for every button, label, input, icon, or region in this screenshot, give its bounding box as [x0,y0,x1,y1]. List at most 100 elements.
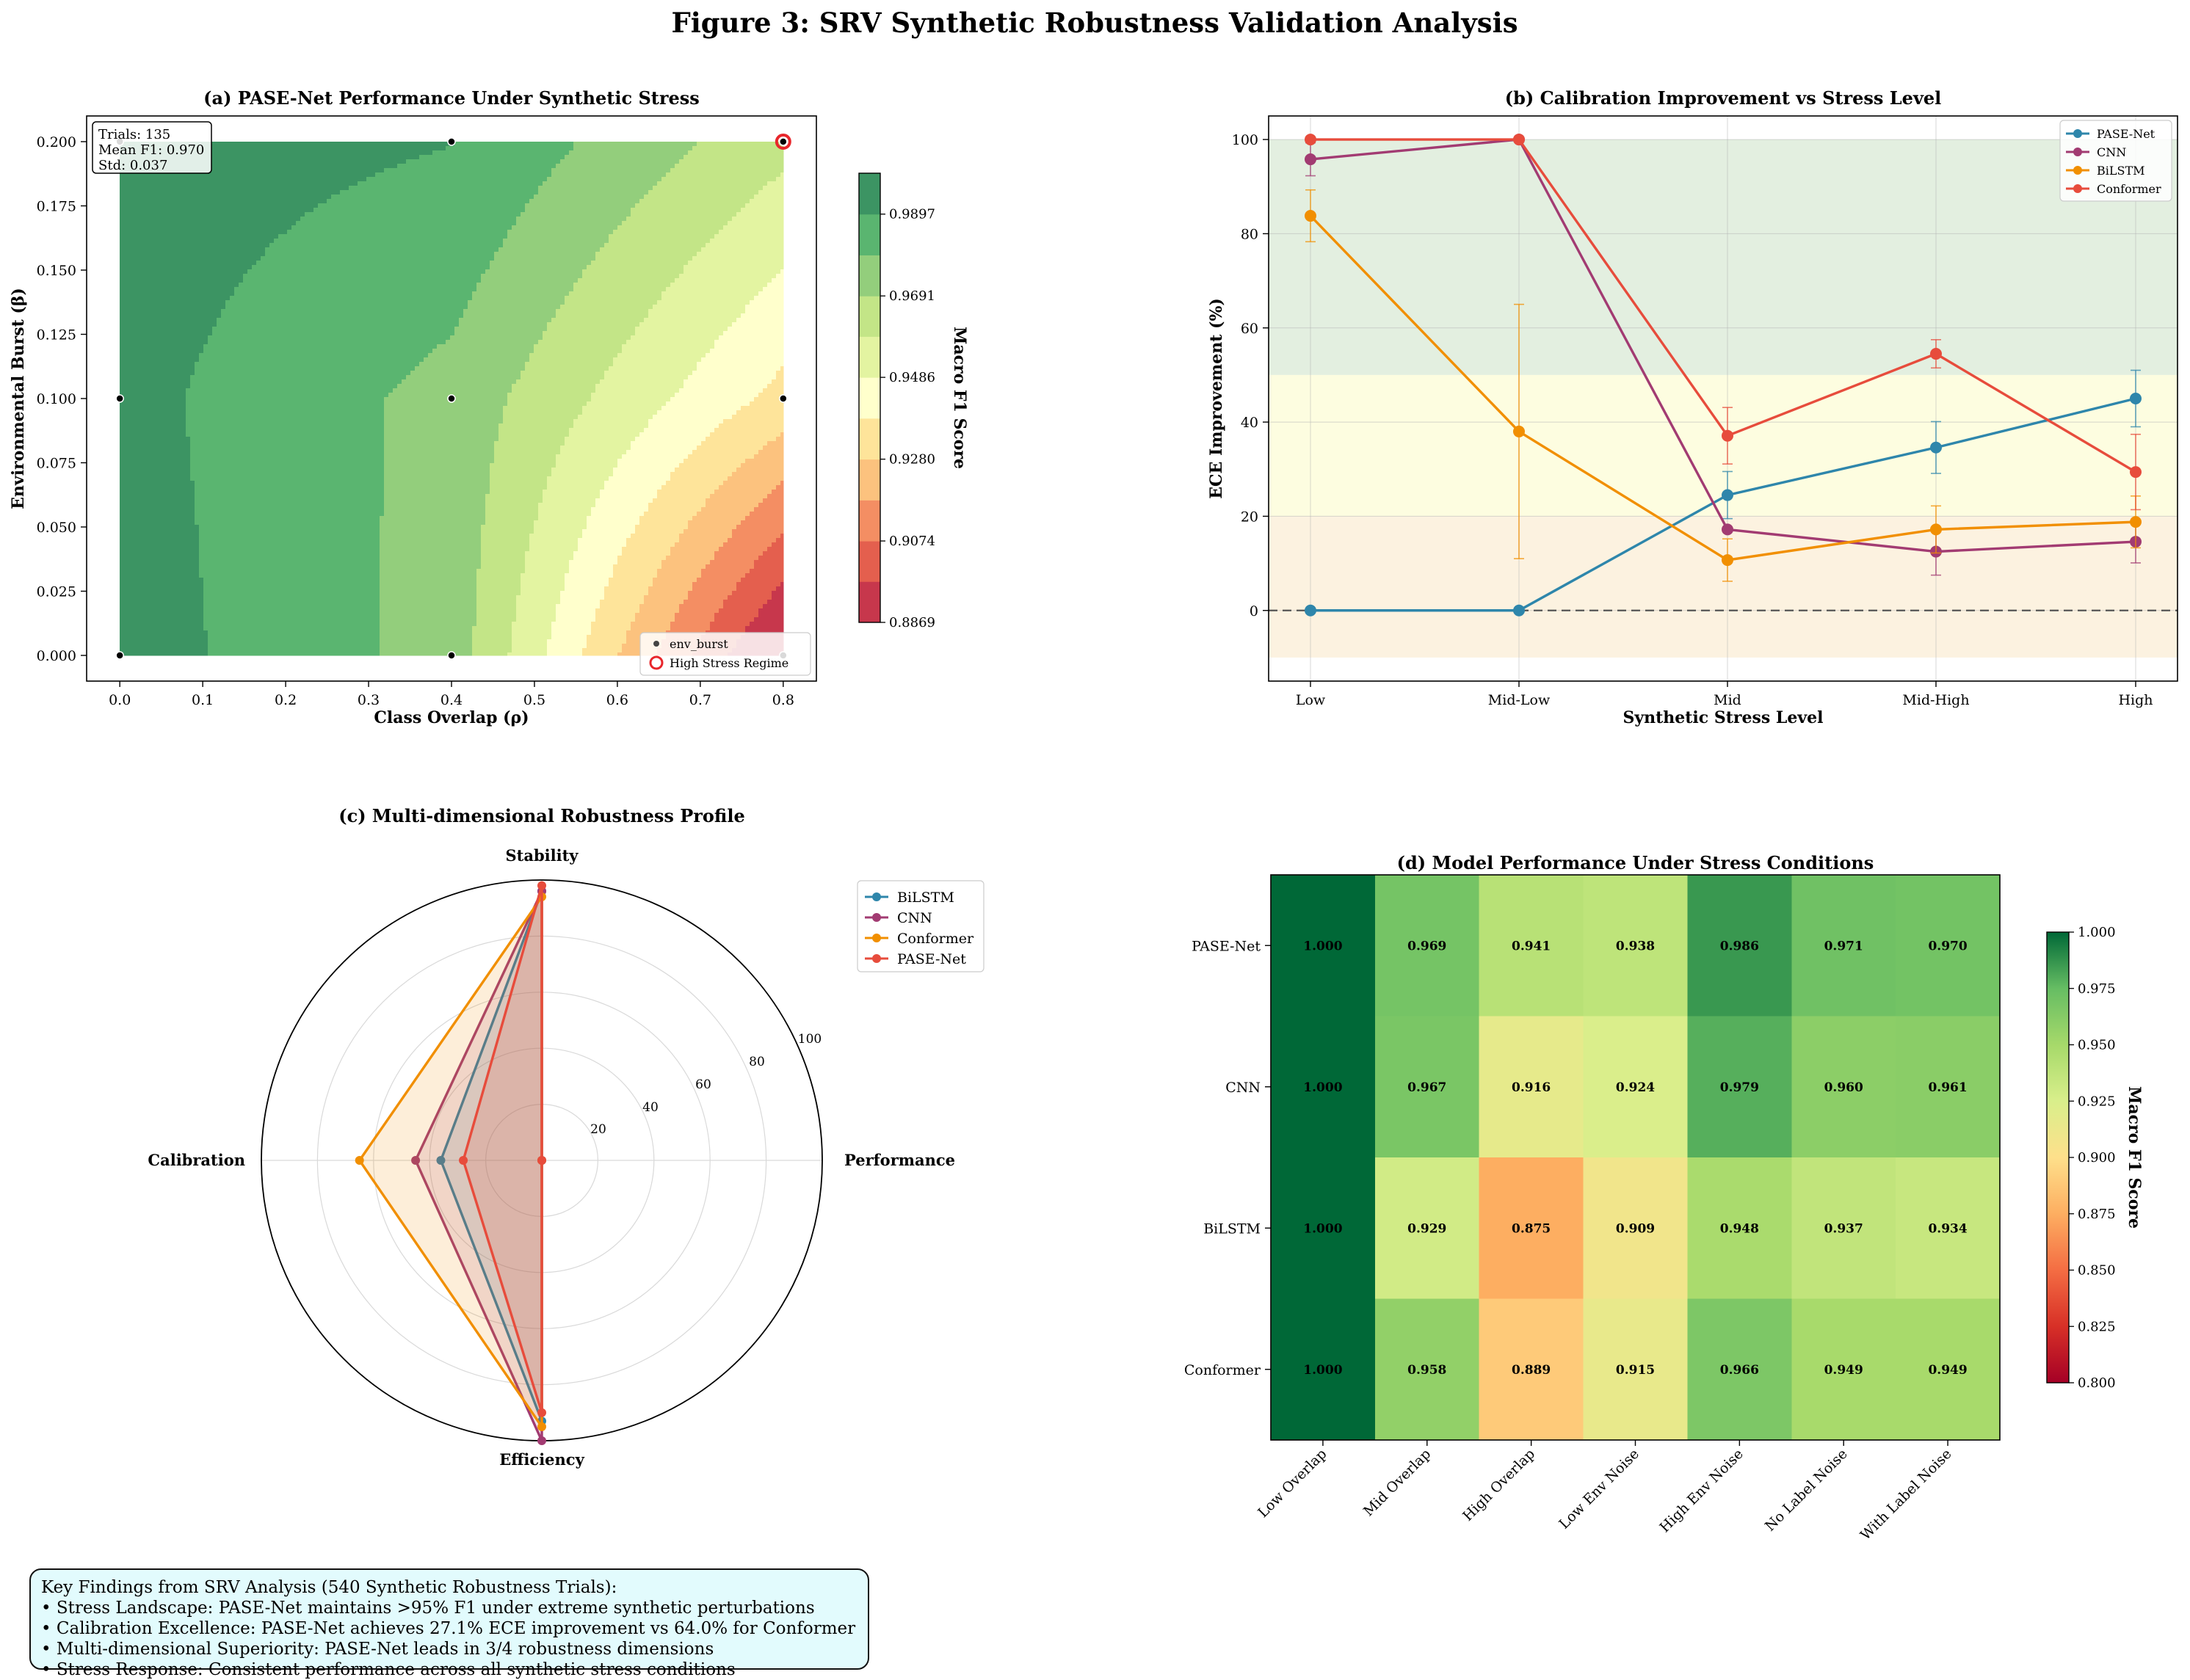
contour-cell [639,252,645,257]
contour-cell [560,172,565,178]
contour-cell [741,190,746,195]
contour-cell [767,234,772,239]
contour-cell [780,261,784,266]
contour-cell [468,172,473,178]
contour-cell [617,269,623,274]
contour-cell [512,247,517,252]
contour-cell [159,243,164,248]
contour-cell [225,239,231,244]
contour-cell [397,274,402,279]
contour-cell [692,203,697,208]
contour-cell [538,261,543,266]
contour-cell [247,155,253,160]
contour-cell [472,256,477,261]
contour-cell [591,203,596,208]
contour-cell [331,194,336,200]
contour-cell [525,177,530,182]
contour-cell [410,283,416,288]
contour-cell [631,208,636,213]
contour-cell [710,146,715,151]
contour-cell [217,243,222,248]
contour-cell [159,269,164,274]
contour-cell [780,225,784,230]
contour-cell [595,269,601,274]
contour-cell [459,172,464,178]
contour-cell [666,256,671,261]
contour-cell [437,181,442,186]
contour-cell [692,159,697,164]
contour-cell [137,199,142,204]
contour-cell [547,212,552,217]
contour-cell [164,172,169,178]
contour-cell [507,269,512,274]
contour-cell [657,243,662,248]
contour-cell [137,252,142,257]
contour-cell [287,159,292,164]
contour-cell [313,247,319,252]
contour-cell [551,203,556,208]
contour-cell [679,190,684,195]
contour-cell [692,225,697,230]
contour-cell [468,159,473,164]
contour-cell [600,199,605,204]
contour-cell [710,256,715,261]
contour-cell [318,221,323,226]
contour-cell [199,194,204,200]
contour-cell [547,150,552,156]
contour-cell [679,278,684,283]
contour-cell [155,194,160,200]
contour-cell [186,217,191,222]
contour-cell [318,168,323,173]
contour-cell [247,230,253,235]
contour-cell [128,217,134,222]
contour-cell [454,217,460,222]
contour-cell [732,208,737,213]
contour-cell [371,265,376,270]
contour-cell [468,230,473,235]
contour-cell [604,146,609,151]
contour-cell [600,274,605,279]
contour-cell [741,247,746,252]
contour-cell [349,239,354,244]
contour-cell [684,278,689,283]
contour-cell [481,265,486,270]
contour-cell [349,208,354,213]
contour-cell [155,239,160,244]
contour-cell [578,256,583,261]
contour-cell [278,230,283,235]
contour-cell [728,265,733,270]
contour-cell [736,168,742,173]
contour-cell [278,225,283,230]
contour-cell [697,181,702,186]
contour-cell [543,186,548,191]
contour-cell [758,194,764,200]
contour-cell [349,199,354,204]
contour-cell [402,239,407,244]
contour-cell [437,269,442,274]
contour-cell [217,278,222,283]
contour-cell [565,230,570,235]
contour-cell [679,221,684,226]
contour-cell [305,243,310,248]
contour-cell [353,265,358,270]
contour-cell [208,225,213,230]
contour-cell [728,177,733,182]
contour-cell [692,199,697,204]
contour-cell [120,221,125,226]
contour-cell [507,217,512,222]
contour-cell [472,194,477,200]
contour-cell [573,265,579,270]
contour-cell [613,221,618,226]
contour-cell [772,194,777,200]
contour-cell [556,164,561,169]
contour-cell [622,203,627,208]
contour-cell [538,247,543,252]
contour-cell [331,186,336,191]
contour-cell [595,146,601,151]
contour-cell [776,155,781,160]
contour-cell [587,212,592,217]
contour-cell [291,247,297,252]
contour-cell [375,221,380,226]
contour-cell [582,190,587,195]
contour-cell [551,243,556,248]
